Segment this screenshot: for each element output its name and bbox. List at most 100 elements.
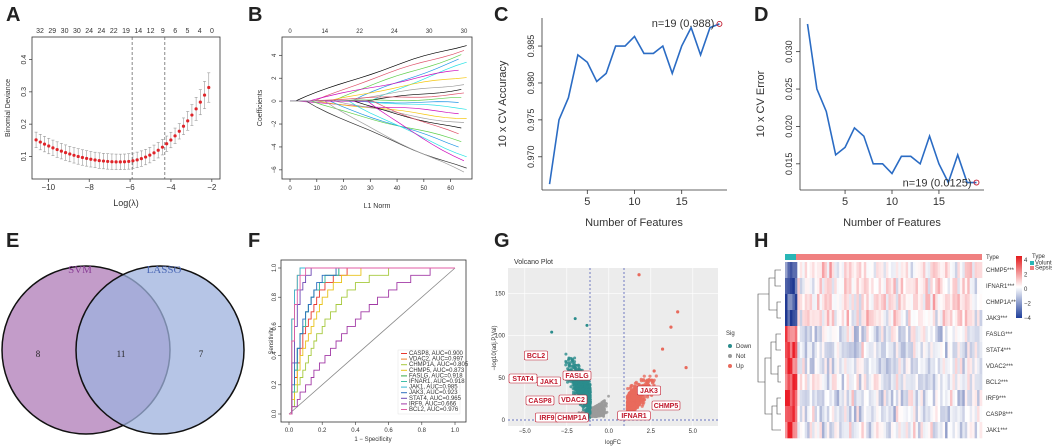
heatmap-cell <box>913 422 916 439</box>
heatmap-cell <box>787 390 791 407</box>
heatmap-cell <box>910 358 914 375</box>
heatmap-cell <box>932 310 936 327</box>
heatmap-cell <box>937 342 941 359</box>
volcano-point-up <box>632 405 636 409</box>
heatmap-cell <box>802 278 805 295</box>
heatmap-cell <box>954 374 958 391</box>
heatmap-cell <box>836 310 840 327</box>
heatmap-cell <box>876 342 879 359</box>
panel-f: 0.0 0.0 0.2 0.2 0.4 0.4 0.6 0.6 0.8 0.8 1.0 1.0 CAS… <box>269 259 469 443</box>
volcano-point-down <box>585 323 589 327</box>
volcano-title: Volcano Plot <box>514 259 553 266</box>
heatmap-cell <box>807 358 810 375</box>
heatmap-cell <box>785 390 788 407</box>
panel-b-coef-path <box>290 92 465 102</box>
heatmap-cell <box>824 326 828 343</box>
heatmap-cell <box>799 294 803 311</box>
volcano-point-up <box>669 325 673 329</box>
panel-d-ytick-label: 0.030 <box>784 40 794 63</box>
heatmap-scale-tick-label: −4 <box>1024 316 1032 322</box>
heatmap-row-label: FASLG*** <box>986 332 1013 338</box>
heatmap-cell <box>895 262 899 279</box>
roc-xtick-label: 0.6 <box>384 428 393 434</box>
volcano-xtick-label: 5.0 <box>689 429 698 435</box>
heatmap-cell <box>952 262 956 279</box>
panel-a-ylabel: Binomial Deviance <box>5 79 12 137</box>
volcano-point-up <box>639 377 643 381</box>
heatmap-dendrogram-branch <box>771 405 781 431</box>
heatmap-cell <box>940 422 943 439</box>
heatmap-cell <box>959 422 963 439</box>
heatmap-cell <box>789 294 793 311</box>
roc-legend-box <box>397 349 461 415</box>
heatmap-cell <box>876 278 879 295</box>
heatmap-cell <box>957 278 961 295</box>
heatmap-cell <box>821 422 825 439</box>
heatmap-cell <box>799 374 803 391</box>
heatmap-cell <box>787 406 791 423</box>
volcano-point-down <box>568 364 572 368</box>
panel-c-ytick-label: 0.985 <box>526 35 536 58</box>
heatmap-cell <box>900 422 904 439</box>
heatmap-scale-tick-label: 2 <box>1024 273 1028 279</box>
volcano-gene-label-box <box>525 395 555 406</box>
volcano-point-not <box>601 413 605 417</box>
volcano-point-down <box>588 396 592 400</box>
heatmap-cell <box>969 406 973 423</box>
heatmap-cell <box>954 326 958 343</box>
heatmap-cell <box>937 278 941 295</box>
heatmap-cell <box>819 262 823 279</box>
heatmap-cell <box>814 310 818 327</box>
panel-a-point <box>122 160 127 164</box>
heatmap-cell <box>846 406 850 423</box>
volcano-gene-label: CHMP1A <box>557 415 587 422</box>
heatmap-cell <box>962 406 966 423</box>
heatmap-cell <box>962 374 966 391</box>
heatmap-cell <box>868 342 872 359</box>
heatmap-cell <box>844 374 847 391</box>
heatmap-cell <box>979 326 983 343</box>
heatmap-cell <box>920 262 924 279</box>
heatmap-cell <box>957 422 961 439</box>
heatmap-cell <box>792 326 796 343</box>
panel-a-top-tick: 24 <box>98 28 106 35</box>
heatmap-cell <box>942 326 946 343</box>
heatmap-cell <box>922 294 926 311</box>
heatmap-cell <box>974 262 978 279</box>
heatmap-cell <box>804 326 808 343</box>
heatmap-cell <box>851 422 855 439</box>
heatmap-cell <box>829 342 833 359</box>
heatmap-row-label: STAT4*** <box>986 348 1011 354</box>
heatmap-cell <box>949 374 953 391</box>
heatmap-cell <box>932 390 936 407</box>
heatmap-cell <box>881 374 884 391</box>
heatmap-cell <box>972 262 975 279</box>
heatmap-cell <box>900 294 904 311</box>
heatmap-cell <box>863 342 867 359</box>
panel-a-point <box>93 158 97 162</box>
heatmap-cell <box>972 358 975 375</box>
heatmap-cell <box>940 310 943 327</box>
heatmap-cell <box>937 310 941 327</box>
heatmap-cell <box>964 358 968 375</box>
heatmap-cell <box>932 358 936 375</box>
volcano-point-up <box>630 398 634 402</box>
volcano-point-up <box>627 397 631 401</box>
heatmap-cell <box>829 422 833 439</box>
heatmap-cell <box>900 406 904 423</box>
volcano-point-down <box>580 404 584 408</box>
heatmap-cell <box>812 294 815 311</box>
panel-b-coef-path <box>290 100 459 148</box>
heatmap-cell <box>785 358 788 375</box>
heatmap-cell <box>930 326 934 343</box>
panel-c-xlabel: Number of Features <box>585 217 683 229</box>
heatmap-cell <box>942 262 946 279</box>
volcano-point-down <box>566 367 570 371</box>
heatmap-cell <box>893 374 897 391</box>
panel-a-point <box>110 160 114 164</box>
heatmap-cell <box>922 406 926 423</box>
heatmap-cell <box>967 374 970 391</box>
heatmap-cell <box>851 390 855 407</box>
heatmap-cell <box>893 342 897 359</box>
heatmap-cell <box>962 326 966 343</box>
